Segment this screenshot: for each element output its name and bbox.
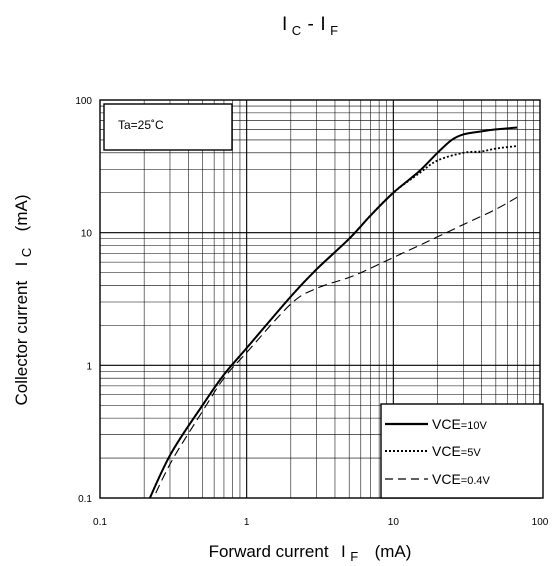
y-tick-label: 1	[86, 361, 92, 372]
x-axis-title: Forward current	[209, 542, 329, 561]
y-tick-label: 10	[81, 229, 93, 240]
series-line-dashed	[152, 196, 518, 498]
x-axis-unit: (mA)	[375, 542, 412, 561]
series-line-dotted	[148, 145, 518, 498]
plot-frame	[99, 99, 541, 499]
x-axis-symbol: I	[341, 542, 346, 561]
legend-label: VCE=10V	[432, 416, 487, 432]
x-tick-label: 0.1	[93, 517, 107, 528]
legend-label: VCE=0.4V	[432, 471, 491, 487]
title-letter: -	[308, 14, 314, 35]
title-letter: F	[330, 23, 338, 38]
y-tick-label: 100	[75, 96, 92, 107]
chart-title: I C - I F	[282, 14, 338, 39]
annotation-text: Ta=25˚C	[118, 118, 164, 132]
y-axis-symbol: I	[12, 262, 31, 267]
legend-label: VCE=5V	[432, 443, 481, 459]
y-tick-label: 0.1	[78, 494, 92, 505]
x-axis-label: Forward current I F (mA)	[209, 542, 412, 565]
tick-labels: 0.1 1 10 100 0.1 1 10 100	[75, 96, 548, 528]
title-letter: I	[282, 14, 287, 35]
x-tick-label: 1	[244, 517, 250, 528]
legend: VCE=10V VCE=5V VCE=0.4V	[380, 403, 544, 499]
title-letter: I	[320, 14, 325, 35]
y-axis-label: Collector current I C (mA)	[12, 194, 35, 405]
x-axis-symbol-sub: F	[350, 549, 358, 564]
annotation-box: Ta=25˚C	[103, 103, 233, 151]
x-tick-label: 100	[532, 517, 549, 528]
title-letter: C	[292, 23, 301, 38]
y-axis-title: Collector current	[12, 281, 31, 406]
series-curves	[148, 126, 518, 498]
y-axis-symbol-sub: C	[19, 248, 34, 257]
y-axis-unit: (mA)	[12, 194, 31, 231]
x-tick-label: 10	[388, 517, 400, 528]
